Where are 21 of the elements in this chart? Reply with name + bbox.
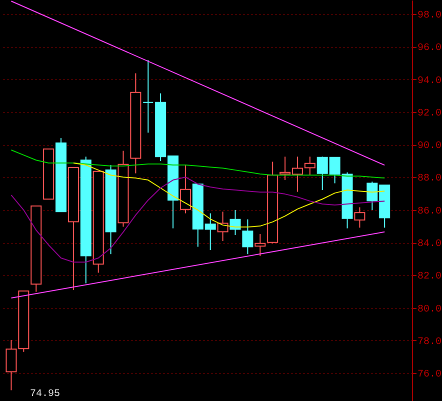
y-tick-label: 98.0 xyxy=(418,10,442,22)
y-tick-label: 80.0 xyxy=(418,304,442,316)
line-series xyxy=(10,149,386,179)
y-tick-label: 92.0 xyxy=(418,108,442,120)
candlestick xyxy=(242,218,254,255)
candlestick xyxy=(142,60,154,134)
y-tick-label: 76.0 xyxy=(418,370,442,381)
y-tick-label: 88.0 xyxy=(418,174,442,185)
candlestick xyxy=(230,210,241,236)
candlestick xyxy=(354,206,366,228)
candlestick xyxy=(217,211,228,242)
y-tick-label: 78.0 xyxy=(418,336,442,348)
y-tick-label: 82.0 xyxy=(418,272,442,283)
candlestick xyxy=(254,234,266,257)
y-tick-label: 84.0 xyxy=(418,239,442,250)
y-tick-label: 94.0 xyxy=(418,76,442,87)
candlestick xyxy=(180,164,191,214)
y-tick-label: 96.0 xyxy=(418,43,442,54)
y-tick-label: 90.0 xyxy=(418,141,442,152)
y-tick-label: 86.0 xyxy=(418,206,442,218)
annotation: 74.95 xyxy=(30,389,60,400)
